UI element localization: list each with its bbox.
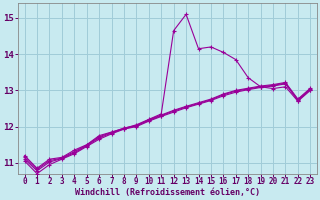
X-axis label: Windchill (Refroidissement éolien,°C): Windchill (Refroidissement éolien,°C) [75, 188, 260, 197]
